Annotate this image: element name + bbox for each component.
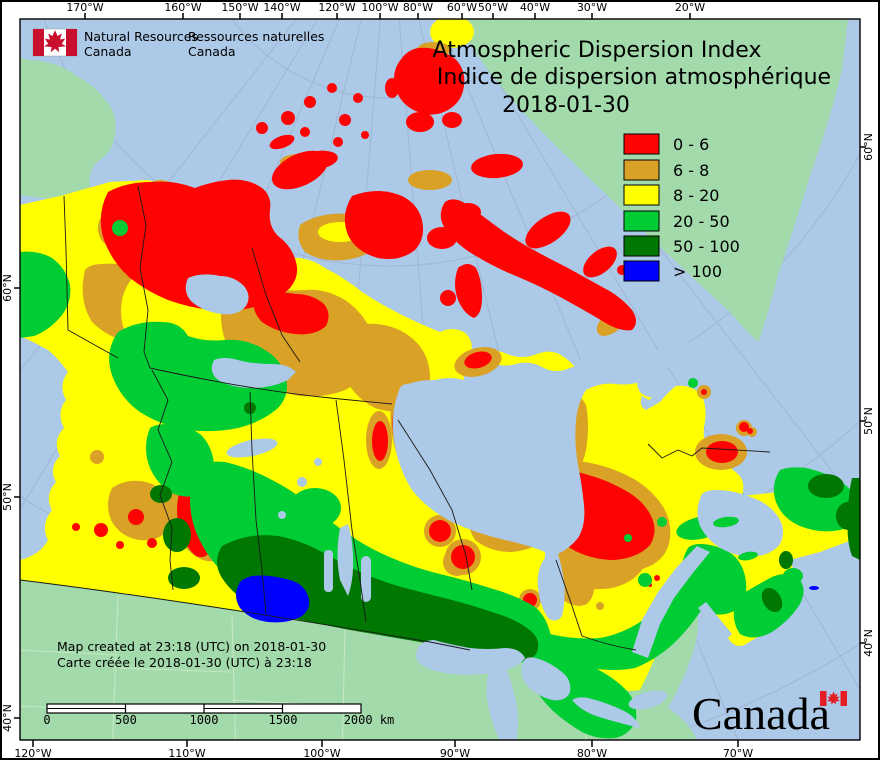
legend-swatch-over-100 — [623, 260, 660, 282]
lake-winnipeg — [337, 524, 354, 596]
lon-label: 120°W — [318, 1, 355, 14]
title-date: 2018-01-30 — [502, 93, 630, 118]
usa — [20, 580, 699, 740]
lon-label: 80°W — [577, 747, 607, 760]
lon-label: 70°W — [723, 747, 753, 760]
water-bodies — [185, 274, 783, 740]
arctic-islands — [256, 47, 636, 369]
scale-tick-0: 0 — [43, 713, 50, 727]
lon-label: 170°W — [66, 1, 103, 14]
lat-label: 60°N — [862, 133, 875, 161]
lon-label: 50°W — [478, 1, 508, 14]
title-fr: Indice de dispersion atmosphérique — [437, 65, 831, 90]
great-slave-lake — [211, 358, 296, 388]
lon-label: 100°W — [303, 747, 340, 760]
legend-label: 6 - 8 — [673, 161, 709, 180]
canada-wordmark: Canada — [692, 688, 847, 739]
scale-tick-1500: 1500 — [269, 713, 298, 727]
axis-bottom: 120°W 110°W 100°W 90°W 80°W 70°W — [14, 740, 753, 760]
anticosti-island — [713, 516, 739, 528]
wordmark-text: Canada — [692, 688, 830, 739]
legend: 0 - 6 6 - 8 8 - 20 20 - 50 50 - 100 > 10… — [623, 133, 740, 282]
credit-fr: Carte créée le 2018-01-30 (UTC) à 23:18 — [57, 655, 312, 670]
credit-en: Map created at 23:18 (UTC) on 2018-01-30 — [57, 639, 326, 654]
lon-label: 20°W — [675, 1, 705, 14]
lat-label: 50°N — [1, 483, 14, 511]
great-bear-lake — [185, 274, 249, 315]
lon-label: 60°W — [447, 1, 477, 14]
title-en: Atmospheric Dispersion Index — [433, 38, 762, 63]
adi-darkgreen-zones — [150, 402, 860, 662]
ungava-bay — [637, 371, 662, 398]
legend-swatch-50-100 — [623, 235, 660, 257]
scale-bar: 0 500 1000 1500 2000 km — [43, 703, 395, 727]
gulf-of-st-lawrence — [697, 490, 783, 557]
scale-tick-500: 500 — [115, 713, 137, 727]
legend-label: 0 - 6 — [673, 135, 709, 154]
logo-text-fr-1: Ressources naturelles — [188, 29, 324, 44]
lon-label: 160°W — [164, 1, 201, 14]
lat-label: 40°N — [1, 704, 14, 732]
lake-erie — [572, 697, 640, 728]
pei — [738, 551, 758, 561]
map-border — [19, 18, 861, 741]
hudson-bay — [392, 359, 600, 621]
wordmark-flag-icon — [820, 691, 847, 706]
lon-label: 140°W — [263, 1, 300, 14]
lon-label: 80°W — [403, 1, 433, 14]
axis-top: 170°W 160°W 150°W 140°W 120°W 100°W 80°W… — [66, 1, 705, 19]
lon-label: 150°W — [221, 1, 258, 14]
southampton-red — [464, 351, 492, 369]
legend-swatch-20-50 — [623, 210, 660, 232]
hudson-strait — [576, 340, 700, 390]
legend-label: 8 - 20 — [673, 186, 719, 205]
haida-gwaii — [60, 442, 79, 492]
legend-swatch-8-20 — [623, 184, 660, 206]
lake-huron — [521, 657, 571, 701]
legend-label: > 100 — [673, 262, 722, 281]
map-credits: Map created at 23:18 (UTC) on 2018-01-30… — [57, 639, 326, 670]
lat-label: 60°N — [1, 274, 14, 302]
lat-label: 50°N — [862, 407, 875, 435]
lon-label: 120°W — [14, 747, 51, 760]
lon-label: 90°W — [440, 747, 470, 760]
canada-flag-icon — [32, 28, 78, 57]
lake-michigan — [486, 666, 518, 740]
lake-ontario — [628, 690, 668, 710]
lat-label: 40°N — [862, 629, 875, 657]
lon-label: 30°W — [577, 1, 607, 14]
lon-label: 40°W — [520, 1, 550, 14]
nrcan-logo: Natural Resources Canada Ressources natu… — [32, 28, 324, 59]
legend-label: 20 - 50 — [673, 212, 730, 231]
lake-superior — [416, 640, 525, 675]
ellesmere-yellow — [430, 19, 474, 48]
axis-left: 60°N 50°N 40°N — [1, 274, 20, 732]
province-borders — [20, 185, 771, 651]
lon-label: 110°W — [168, 747, 205, 760]
alaska — [20, 58, 116, 203]
scale-tick-2000: 2000 km — [344, 713, 395, 727]
legend-swatch-6-8 — [623, 159, 660, 181]
st-lawrence-river — [632, 546, 710, 658]
legend-swatch-0-6 — [623, 133, 660, 155]
legend-label: 50 - 100 — [673, 237, 740, 256]
lon-label: 100°W — [361, 1, 398, 14]
logo-text-en-2: Canada — [84, 44, 132, 59]
bay-of-fundy — [698, 602, 732, 640]
logo-text-fr-2: Canada — [188, 44, 236, 59]
adi-blue-zones — [236, 575, 819, 623]
scale-tick-1000: 1000 — [190, 713, 219, 727]
logo-text-en-1: Natural Resources — [84, 29, 198, 44]
map-title: Atmospheric Dispersion Index Indice de d… — [433, 38, 832, 118]
axis-right: 60°N 50°N 40°N — [860, 133, 875, 657]
